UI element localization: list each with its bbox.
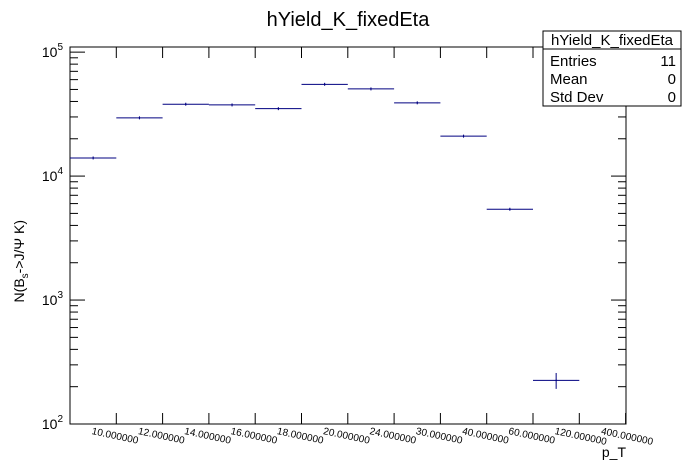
data-point [323,83,326,86]
stats-entries-value: 11 [660,53,676,70]
stats-mean-label: Mean [550,71,588,88]
y-tick-label: 103 [42,290,64,308]
chart-title: hYield_K_fixedEta [267,9,431,31]
stats-stddev-label: Std Dev [550,89,604,106]
stats-box: hYield_K_fixedEta Entries 11 Mean 0 Std … [542,30,682,107]
data-point [231,104,233,106]
data-point [462,135,465,137]
stats-entries-label: Entries [550,53,597,70]
data-point [277,107,280,110]
x-axis-label: p_T [602,444,627,460]
y-tick-label: 102 [42,414,64,432]
stats-box-title: hYield_K_fixedEta [551,32,674,49]
y-tick-label-base: 10 [42,44,58,60]
y-tick-label-base: 10 [42,168,58,184]
y-tick-label-exponent: 4 [57,166,63,177]
y-tick-label-exponent: 2 [57,414,63,425]
y-axis-label-rest: ->J/Ψ K) [11,220,27,273]
y-tick-label: 104 [42,166,64,184]
data-point [555,379,557,382]
data-point [370,88,372,90]
data-point [138,117,141,119]
y-axis-label-main: N(B [11,278,27,302]
stats-box-frame [542,30,682,107]
data-point [184,103,187,106]
y-axis-label-subscript: s [20,273,31,278]
data-point [416,102,419,104]
y-tick-label-exponent: 5 [57,42,63,53]
y-tick-label-exponent: 3 [57,290,63,301]
y-tick-label-base: 10 [42,416,58,432]
y-axis-label: N(Bs->J/Ψ K) [11,220,31,302]
stats-stddev-value: 0 [668,89,676,106]
y-tick-label: 105 [42,42,64,60]
data-points [70,82,580,389]
stats-mean-value: 0 [668,71,676,88]
y-tick-label-base: 10 [42,292,58,308]
data-point [509,208,511,211]
data-point [92,157,94,159]
